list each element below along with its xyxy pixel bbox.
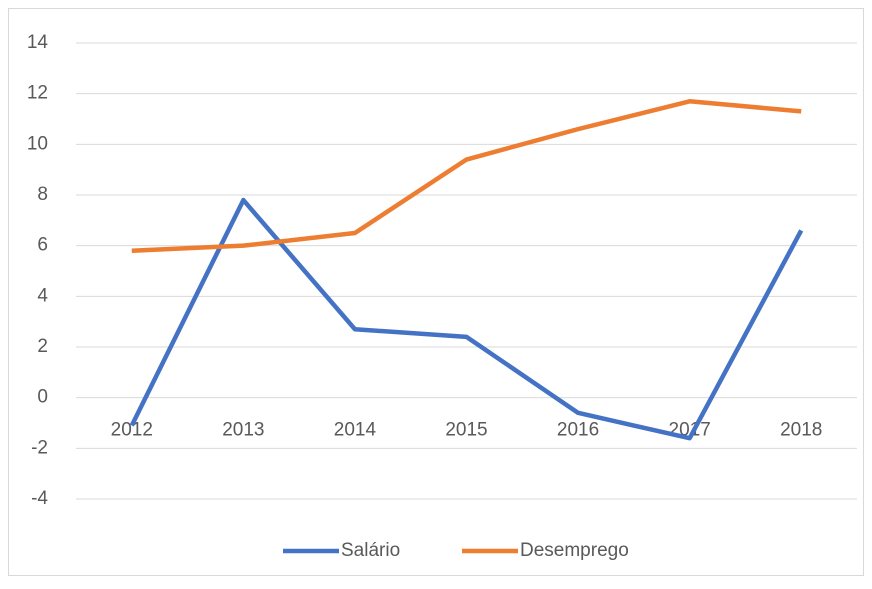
x-tick-label: 2015: [445, 420, 487, 441]
x-tick-label: 2013: [222, 420, 264, 441]
y-tick-label: -2: [31, 437, 48, 458]
y-tick-label: 6: [37, 235, 48, 256]
series-line: [131, 99, 802, 253]
series-line: [129, 197, 804, 441]
y-tick-label: 4: [37, 285, 48, 306]
y-tick-label: 10: [27, 133, 48, 154]
y-tick-label: 14: [27, 32, 49, 53]
x-tick-label: 2012: [111, 420, 153, 441]
x-tick-label: 2016: [557, 420, 599, 441]
y-tick-label: -4: [31, 488, 48, 509]
y-tick-label: 12: [27, 83, 48, 104]
y-tick-label: 0: [37, 387, 48, 408]
y-tick-label: 2: [37, 336, 48, 357]
legend-label: Salário: [341, 540, 400, 561]
y-tick-label: 8: [37, 184, 48, 205]
x-tick-label: 2018: [780, 420, 822, 441]
legend-label: Desemprego: [520, 540, 629, 561]
x-tick-label: 2014: [334, 420, 377, 441]
